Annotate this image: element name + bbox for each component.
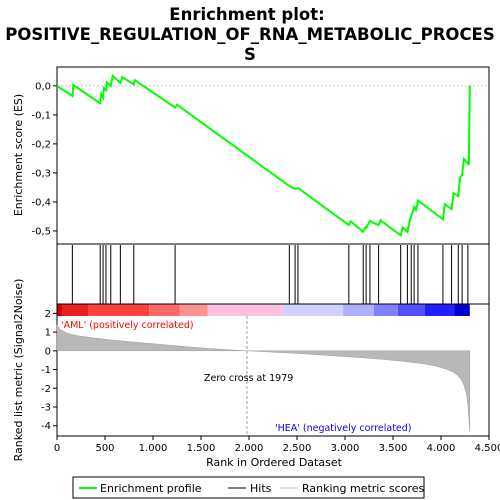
x-axis-label: Rank in Ordered Dataset [206, 456, 343, 469]
x-tick-label: 3.000 [331, 443, 360, 454]
rank-ytick-label: 0 [45, 346, 51, 357]
color-bar-segment [207, 304, 283, 316]
es-ytick-label: 0,0 [35, 81, 51, 92]
chart-title-line3: S [244, 45, 256, 64]
x-tick-label: 500 [95, 443, 114, 454]
es-ytick-label: -0,2 [31, 139, 51, 150]
color-bar-segment [88, 304, 150, 316]
negative-correlation-label: 'HEA' (negatively correlated) [275, 423, 412, 434]
x-tick-label: 1.000 [139, 443, 168, 454]
color-bar-segment [179, 304, 208, 316]
x-tick-label: 2.500 [283, 443, 312, 454]
rank-ytick-label: -3 [41, 402, 51, 413]
es-ytick-label: -0,3 [31, 168, 51, 179]
color-bar-segment [397, 304, 425, 316]
rank-ytick-label: -1 [41, 365, 51, 376]
x-tick-label: 4.000 [427, 443, 456, 454]
rank-ylabel: Ranked list metric (Signal2Noise) [12, 279, 25, 462]
chart-title-line1: Enrichment plot: [169, 5, 324, 24]
rank-ytick-label: 1 [45, 328, 51, 339]
color-bar-segment [282, 304, 344, 316]
chart-title-line2: POSITIVE_REGULATION_OF_RNA_METABOLIC_PRO… [5, 25, 494, 44]
rank-ytick-label: -4 [41, 421, 51, 432]
es-ytick-label: -0,4 [31, 197, 51, 208]
legend-box [72, 476, 425, 499]
x-tick-label: 2.000 [235, 443, 264, 454]
positive-correlation-label: 'AML' (positively correlated) [61, 320, 194, 331]
hits-panel [56, 243, 490, 305]
x-tick-label: 3.500 [379, 443, 408, 454]
es-ytick-label: -0,5 [31, 226, 51, 237]
x-tick-label: 0 [54, 443, 60, 454]
zero-cross-label: Zero cross at 1979 [204, 373, 293, 384]
rank-ytick-label: 2 [45, 309, 51, 320]
legend: Enrichment profile Hits Ranking metric s… [72, 476, 425, 499]
rank-panel: 2 1 0 -1 -2 -3 -4 'AML' (positively correlated… [41, 303, 490, 437]
legend-enrichment-label: Enrichment profile [100, 482, 202, 495]
color-bar-segment [57, 304, 63, 316]
ranking-metric-area [56, 323, 471, 433]
rank-ytick-label: -2 [41, 384, 51, 395]
es-panel-frame [56, 66, 490, 245]
es-ylabel: Enrichment score (ES) [12, 94, 25, 216]
es-ytick-label: -0,1 [31, 110, 51, 121]
enrichment-profile-line [56, 73, 471, 238]
color-bar-segment [149, 304, 180, 316]
color-bar-segment [62, 304, 89, 316]
color-bar-segment [424, 304, 455, 316]
color-bar-segment [454, 304, 470, 316]
color-bar-segment [343, 304, 374, 316]
x-tick-label: 1.500 [187, 443, 216, 454]
hits-panel-frame [56, 243, 490, 305]
es-panel: 0,0 -0,1 -0,2 -0,3 -0,4 -0,5 [31, 66, 490, 245]
x-tick-label: 4.500 [475, 443, 500, 454]
rank-color-bar [57, 304, 470, 316]
legend-ranking-label: Ranking metric scores [302, 482, 424, 495]
legend-hits-label: Hits [250, 482, 272, 495]
color-bar-segment [373, 304, 398, 316]
